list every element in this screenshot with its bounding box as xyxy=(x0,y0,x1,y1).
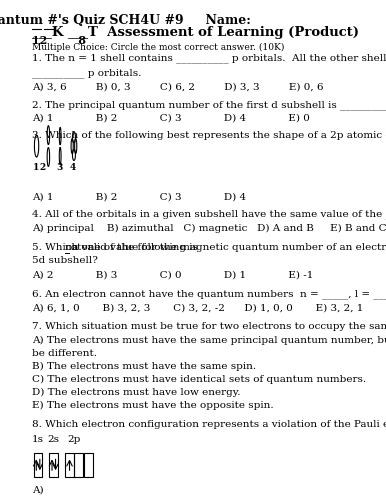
Text: A) 2             B) 3             C) 0             D) 1             E) -1: A) 2 B) 3 C) 0 D) 1 E) -1 xyxy=(32,270,313,280)
Bar xyxy=(74,453,83,476)
Text: ___K ___T  Assessment of Learning (Product): ___K ___T Assessment of Learning (Produc… xyxy=(32,26,359,40)
Bar xyxy=(84,453,93,476)
Text: 5d subshell?: 5d subshell? xyxy=(32,256,98,266)
Text: A) 1             B) 2             C) 3             D) 4: A) 1 B) 2 C) 3 D) 4 xyxy=(32,192,246,202)
Text: 5. Which one of the following is: 5. Which one of the following is xyxy=(32,242,201,252)
Text: 6. An electron cannot have the quantum numbers  n = _____, l = _____, mₗ = _____: 6. An electron cannot have the quantum n… xyxy=(32,290,386,299)
Bar xyxy=(34,453,42,476)
Text: 2: 2 xyxy=(40,164,46,172)
Text: D) The electrons must have low energy.: D) The electrons must have low energy. xyxy=(32,388,240,397)
Text: A) principal    B) azimuthal   C) magnetic   D) A and B     E) B and C: A) principal B) azimuthal C) magnetic D)… xyxy=(32,224,386,233)
Text: 3: 3 xyxy=(56,164,63,172)
Text: B) The electrons must have the same spin.: B) The electrons must have the same spin… xyxy=(32,362,256,371)
Text: 1s: 1s xyxy=(32,436,44,444)
Text: 4: 4 xyxy=(70,164,76,172)
Bar xyxy=(65,453,74,476)
Text: E) The electrons must have the opposite spin.: E) The electrons must have the opposite … xyxy=(32,400,273,410)
Text: __________ p orbitals.: __________ p orbitals. xyxy=(32,68,141,78)
Text: 4. All of the orbitals in a given subshell have the same value of the __________: 4. All of the orbitals in a given subshe… xyxy=(32,210,386,220)
Text: 3. Which of the following best represents the shape of a 2p atomic orbital of ca: 3. Which of the following best represent… xyxy=(32,131,386,140)
Text: 1. The n = 1 shell contains __________ p orbitals.  All the other shells contain: 1. The n = 1 shell contains __________ p… xyxy=(32,54,386,64)
Text: not: not xyxy=(65,242,82,252)
Bar xyxy=(49,453,58,476)
Text: A) 6, 1, 0       B) 3, 2, 3       C) 3, 2, -2      D) 1, 0, 0       E) 3, 2, 1: A) 6, 1, 0 B) 3, 2, 3 C) 3, 2, -2 D) 1, … xyxy=(32,303,363,312)
Text: 2s: 2s xyxy=(48,436,60,444)
Text: a valid value for the magnetic quantum number of an electron in a: a valid value for the magnetic quantum n… xyxy=(69,242,386,252)
Text: 1: 1 xyxy=(32,164,39,172)
Text: C) The electrons must have identical sets of quantum numbers.: C) The electrons must have identical set… xyxy=(32,375,366,384)
Text: Multiple Choice: Circle the most correct answer. (10K): Multiple Choice: Circle the most correct… xyxy=(32,43,284,52)
Text: 12        8: 12 8 xyxy=(32,34,86,46)
Text: 8. Which electron configuration represents a violation of the Pauli exclusion pr: 8. Which electron configuration represen… xyxy=(32,420,386,428)
Text: 2p: 2p xyxy=(67,436,81,444)
Text: A) 1             B) 2             C) 3             D) 4             E) 0: A) 1 B) 2 C) 3 D) 4 E) 0 xyxy=(32,114,310,123)
Text: 2. The principal quantum number of the first d subshell is __________.: 2. The principal quantum number of the f… xyxy=(32,100,386,110)
Text: Orbitals & Quantum #'s Quiz SCH4U #9     Name:: Orbitals & Quantum #'s Quiz SCH4U #9 Nam… xyxy=(0,14,251,27)
Text: 7. Which situation must be true for two electrons to occupy the same orbital?: 7. Which situation must be true for two … xyxy=(32,322,386,331)
Text: A) 3, 6         B) 0, 3         C) 6, 2         D) 3, 3         E) 0, 6: A) 3, 6 B) 0, 3 C) 6, 2 D) 3, 3 E) 0, 6 xyxy=(32,82,323,92)
Text: A): A) xyxy=(32,486,43,494)
Text: be different.: be different. xyxy=(32,349,96,358)
Text: A) The electrons must have the same principal quantum number, but the other quan: A) The electrons must have the same prin… xyxy=(32,336,386,345)
